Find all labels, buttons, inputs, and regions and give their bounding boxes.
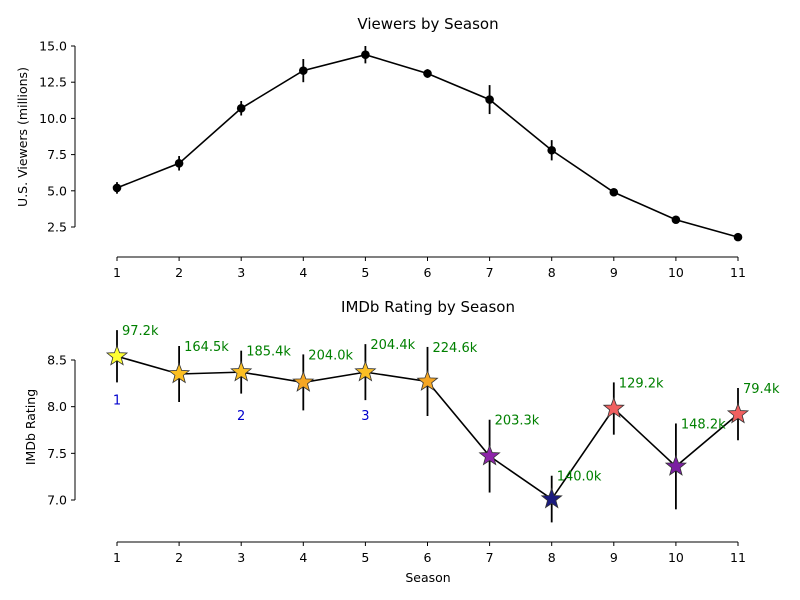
rating-x-tick-label: 7 bbox=[486, 550, 494, 565]
viewers-x-tick-label: 8 bbox=[548, 265, 556, 280]
rating-data-point bbox=[726, 402, 750, 424]
viewers-y-tick-label: 15.0 bbox=[39, 39, 67, 54]
rating-x-tick-label: 8 bbox=[548, 550, 556, 565]
rating-x-tick-label: 9 bbox=[610, 550, 618, 565]
rating-number-label: 1 bbox=[113, 393, 121, 408]
rating-y-tick-label: 8.5 bbox=[47, 353, 67, 368]
viewers-y-tick-label: 12.5 bbox=[39, 75, 67, 90]
rating-votes-label: 97.2k bbox=[122, 324, 159, 339]
viewers-data-point bbox=[174, 158, 184, 168]
viewers-x-tick-label: 5 bbox=[361, 265, 369, 280]
rating-data-point bbox=[416, 369, 439, 391]
rating-number-label: 3 bbox=[361, 409, 369, 424]
viewers-x-tick-label: 6 bbox=[424, 265, 432, 280]
rating-data-point bbox=[478, 444, 501, 466]
rating-votes-label: 185.4k bbox=[246, 345, 291, 360]
rating-number-label: 2 bbox=[237, 409, 245, 424]
viewers-x-tick-label: 11 bbox=[730, 265, 746, 280]
rating-x-axis-label: Season bbox=[405, 570, 450, 585]
rating-votes-label: 129.2k bbox=[619, 376, 664, 391]
viewers-data-point bbox=[609, 187, 619, 197]
viewers-x-tick-label: 1 bbox=[113, 265, 121, 280]
viewers-x-tick-label: 9 bbox=[610, 265, 618, 280]
viewers-chart-title: Viewers by Season bbox=[357, 15, 498, 33]
viewers-data-point bbox=[112, 183, 122, 193]
rating-data-point bbox=[602, 396, 625, 418]
viewers-x-tick-label: 7 bbox=[486, 265, 494, 280]
rating-data-point bbox=[664, 454, 687, 476]
viewers-y-tick-label: 7.5 bbox=[47, 147, 67, 162]
viewers-y-tick-label: 2.5 bbox=[47, 220, 67, 235]
viewers-x-tick-label: 10 bbox=[668, 265, 684, 280]
rating-votes-label: 204.0k bbox=[308, 348, 353, 363]
rating-y-tick-label: 7.5 bbox=[47, 446, 67, 461]
viewers-data-point bbox=[361, 50, 370, 59]
viewers-x-tick-label: 3 bbox=[237, 265, 245, 280]
viewers-data-point bbox=[671, 215, 681, 225]
viewers-x-tick-label: 4 bbox=[299, 265, 307, 280]
viewers-chart: Viewers by Season U.S. Viewers (millions… bbox=[15, 15, 746, 280]
viewers-data-point bbox=[733, 232, 743, 242]
rating-x-tick-label: 11 bbox=[730, 550, 746, 565]
rating-x-tick-label: 3 bbox=[237, 550, 245, 565]
rating-data-point bbox=[540, 487, 563, 509]
rating-votes-label: 203.3k bbox=[495, 414, 540, 429]
viewers-y-axis-label: U.S. Viewers (millions) bbox=[15, 67, 30, 207]
viewers-series-line bbox=[116, 53, 739, 238]
rating-data-point bbox=[292, 370, 315, 392]
viewers-data-point bbox=[423, 69, 432, 78]
rating-y-tick-label: 7.0 bbox=[47, 493, 67, 508]
viewers-data-point bbox=[299, 66, 308, 75]
rating-data-point bbox=[230, 360, 253, 382]
rating-x-tick-label: 5 bbox=[361, 550, 369, 565]
rating-votes-label: 79.4k bbox=[743, 382, 780, 397]
rating-y-axis-label: IMDb Rating bbox=[23, 389, 38, 465]
rating-data-point bbox=[105, 344, 129, 366]
rating-chart-title: IMDb Rating by Season bbox=[341, 298, 515, 316]
rating-x-tick-label: 10 bbox=[668, 550, 684, 565]
rating-x-tick-label: 4 bbox=[299, 550, 307, 565]
rating-x-tick-label: 1 bbox=[113, 550, 121, 565]
rating-votes-label: 164.5k bbox=[184, 340, 229, 355]
rating-y-tick-label: 8.0 bbox=[47, 399, 67, 414]
viewers-data-point bbox=[236, 103, 246, 113]
rating-data-point bbox=[168, 362, 191, 384]
viewers-y-tick-label: 10.0 bbox=[39, 111, 67, 126]
rating-votes-label: 224.6k bbox=[433, 341, 478, 356]
rating-votes-label: 148.2k bbox=[681, 417, 726, 432]
rating-x-tick-label: 6 bbox=[424, 550, 432, 565]
rating-votes-label: 140.0k bbox=[557, 470, 602, 485]
viewers-x-tick-label: 2 bbox=[175, 265, 183, 280]
rating-data-point bbox=[354, 360, 377, 382]
rating-votes-label: 204.4k bbox=[370, 338, 415, 353]
rating-x-tick-label: 2 bbox=[175, 550, 183, 565]
viewers-data-point bbox=[485, 95, 494, 104]
rating-chart: IMDb Rating by Season IMDb Rating Season… bbox=[23, 298, 780, 585]
viewers-data-point bbox=[547, 145, 556, 155]
viewers-y-tick-label: 5.0 bbox=[47, 183, 67, 198]
